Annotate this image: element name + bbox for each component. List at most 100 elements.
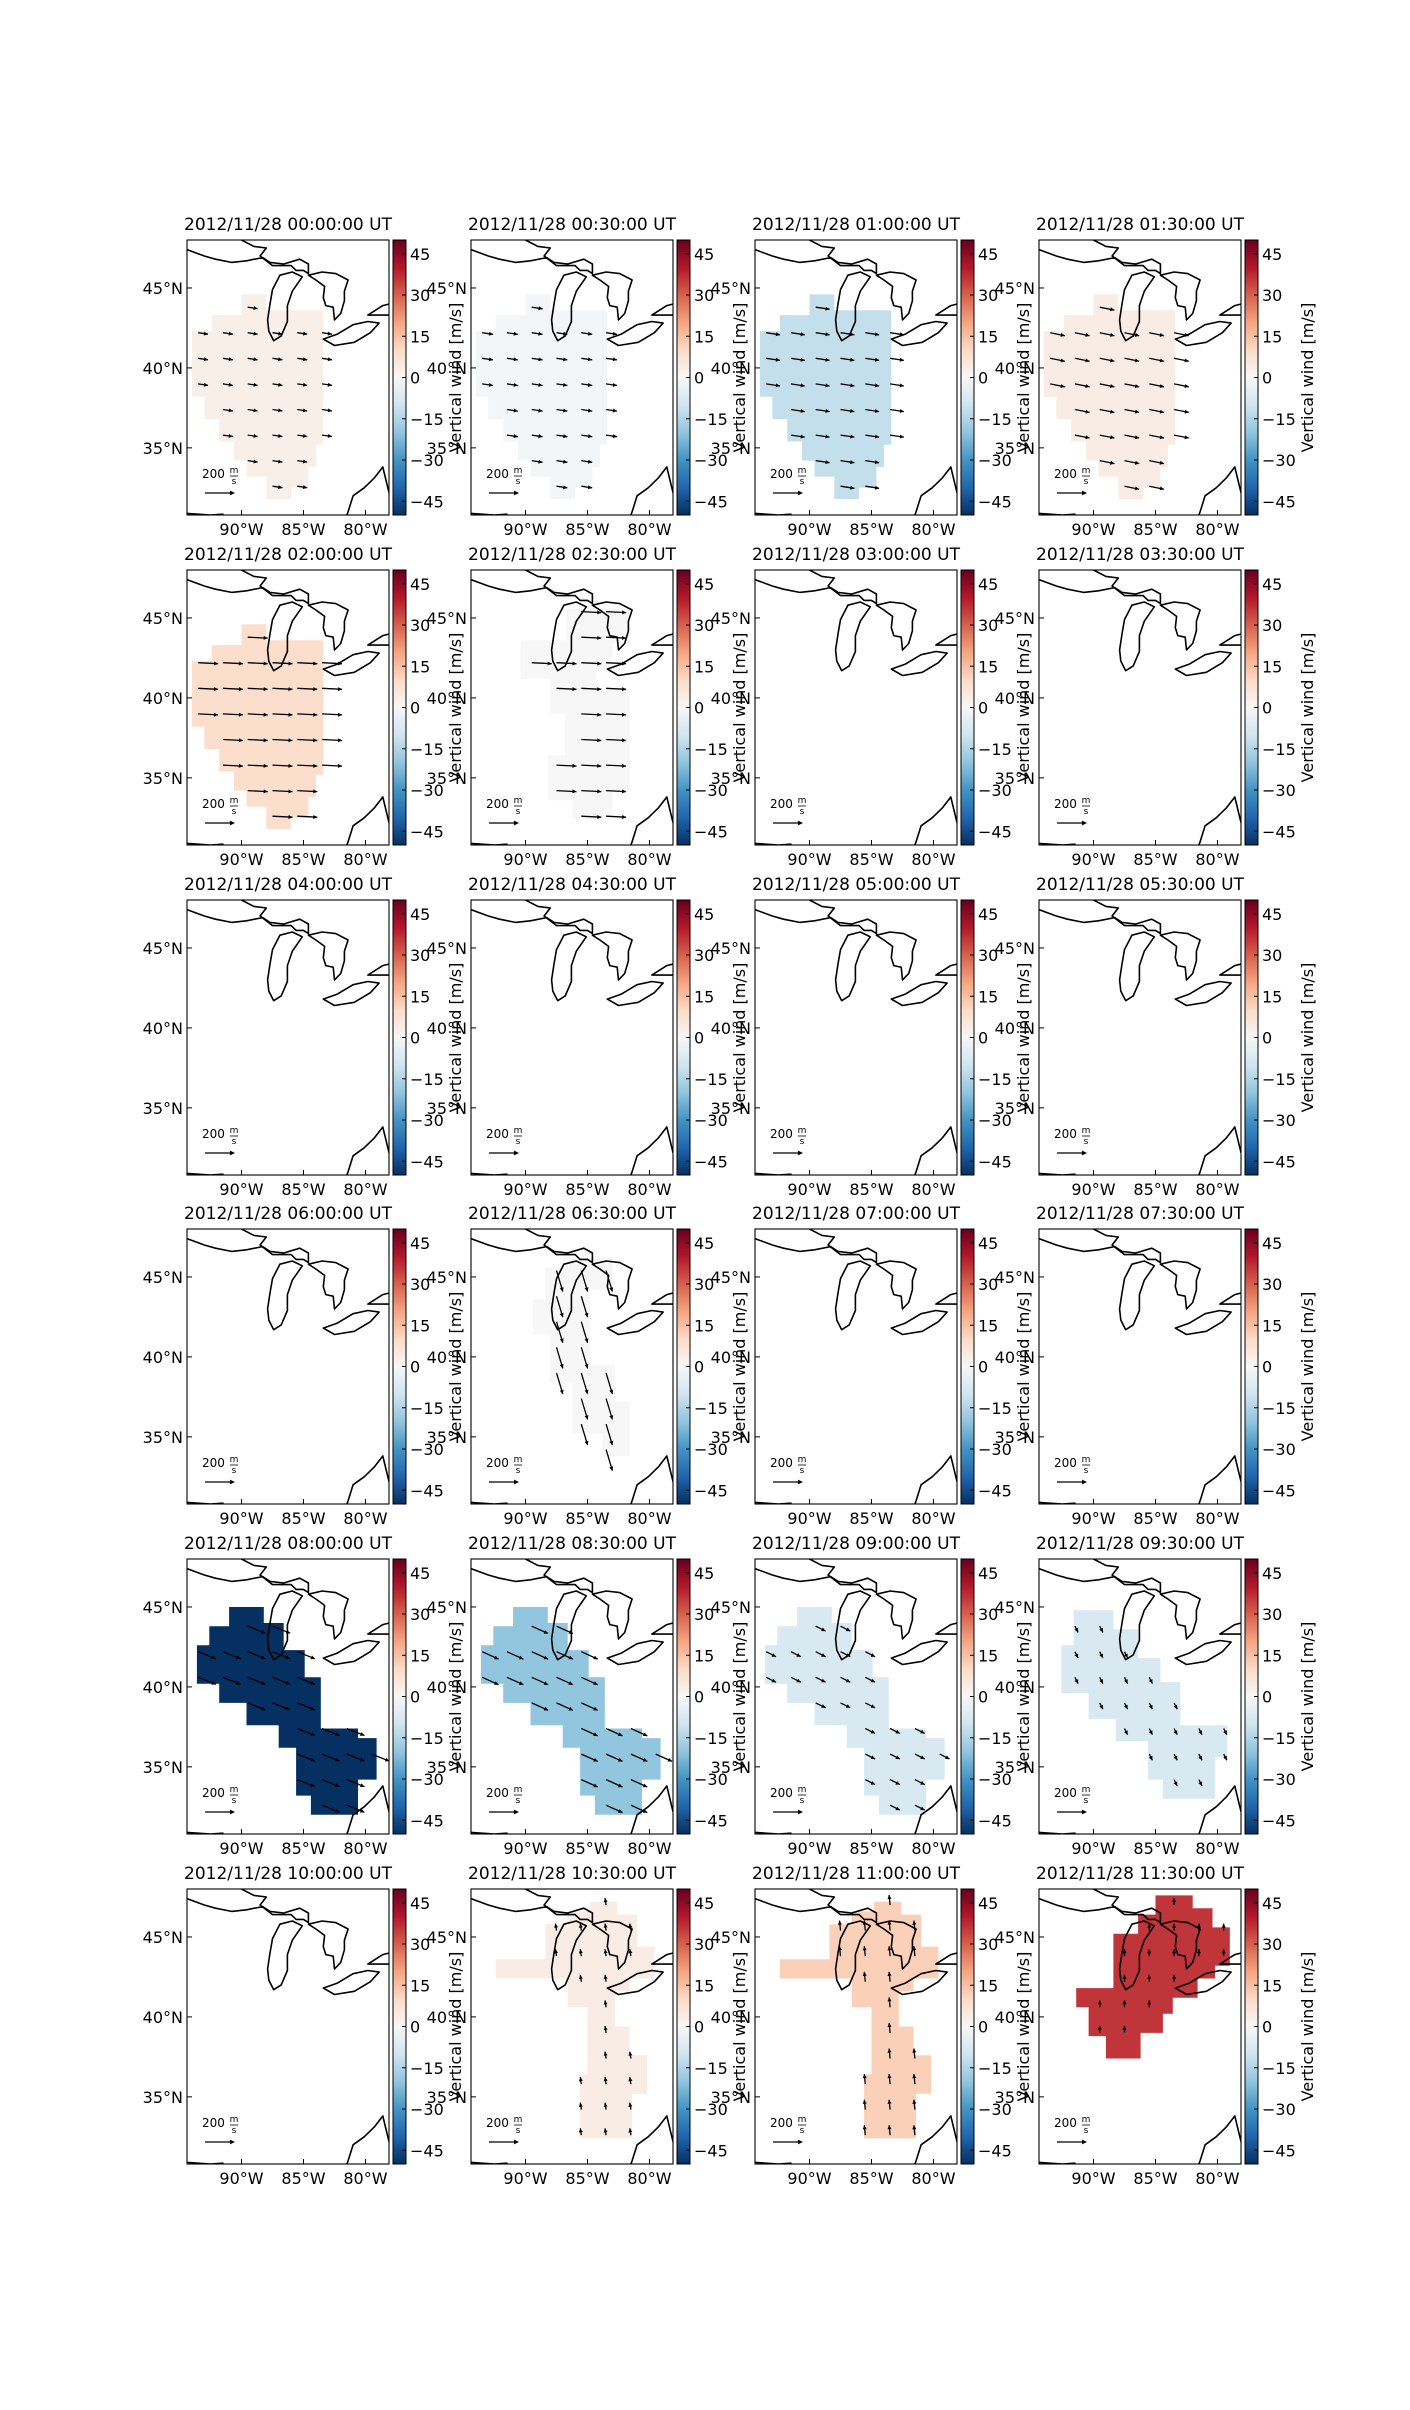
colorbar-tick-label: 45 (1262, 905, 1282, 924)
colorbar-tick-label: 30 (410, 616, 430, 635)
wind-vector-head (253, 459, 258, 464)
wind-vector-head (288, 815, 293, 819)
colorbar-tick-label: 45 (410, 575, 430, 594)
colorbar-tick-label: 30 (410, 1605, 430, 1624)
wind-region (192, 294, 324, 499)
lake-outline (935, 963, 957, 976)
wind-vector-head (1060, 358, 1065, 363)
lake-outline (606, 320, 664, 347)
wind-region (760, 294, 892, 499)
map-frame (1038, 899, 1242, 1176)
lat-label: 40°N (995, 689, 1035, 708)
wind-vector-head (800, 434, 805, 439)
wind-vector-head (313, 738, 318, 743)
wind-vector-head (327, 357, 332, 362)
lat-label: 45°N (995, 1598, 1035, 1617)
lake-outline (591, 1590, 633, 1640)
reference-vector-head (514, 1150, 519, 1156)
reference-vector-label: 200 (202, 797, 225, 811)
lake-outline (550, 601, 588, 672)
map-area (755, 570, 957, 845)
lat-label: 40°N (711, 2008, 751, 2027)
coastline (630, 796, 673, 845)
wind-vector-head (260, 1629, 266, 1634)
lon-label: 80°W (343, 850, 387, 869)
reference-vector-unit: s (516, 2126, 521, 2136)
lon-label: 90°W (219, 520, 263, 539)
panel-title: 2012/11/28 00:30:00 UT (468, 215, 677, 235)
coastline (1198, 1126, 1241, 1175)
reference-vector-unit: m (1082, 466, 1091, 476)
reference-vector-unit: s (1084, 807, 1089, 817)
wind-vector-head (1159, 358, 1164, 363)
wind-vector-head (1134, 460, 1140, 465)
map-panel: 2012/11/28 11:30:00 UT 200 ms 45°N 40°N 35°N 9… (995, 1864, 1317, 2188)
wind-vector-head (538, 408, 543, 413)
lat-label: 35°N (427, 1428, 467, 1447)
reference-vector-label: 200 (770, 1456, 793, 1470)
lon-label: 80°W (343, 520, 387, 539)
lake-outline (875, 1590, 917, 1640)
colorbar-tick-label: −30 (410, 1440, 444, 1459)
map-panel: 2012/11/28 06:00:00 UT 200 ms 45°N 40°N 35°N 9… (143, 1204, 465, 1528)
wind-vector-head (825, 460, 830, 465)
colorbar-tick-label: 30 (978, 946, 998, 965)
wind-vector-head (278, 331, 283, 336)
wind-vector-head (887, 1971, 892, 1976)
map-frame (186, 239, 390, 516)
reference-vector-unit: s (516, 1466, 521, 1476)
lake-outline (875, 1260, 917, 1310)
wind-vector-head (563, 459, 568, 464)
wind-vector-head (494, 1655, 499, 1660)
colorbar-tick-label: 15 (1262, 1646, 1282, 1665)
colorbar-tick-label: 45 (1262, 1234, 1282, 1253)
wind-vector-head (1099, 1704, 1103, 1710)
wind-vector-head (263, 789, 268, 794)
colorbar-label: Vertical wind [m/s] (1014, 303, 1033, 453)
map-frame (754, 1558, 958, 1835)
wind-vector-head (1074, 1627, 1079, 1633)
wind-vector-head (203, 382, 208, 387)
wind-vector-head (1148, 1730, 1153, 1735)
wind-vector-head (302, 459, 308, 464)
reference-vector-head (230, 1479, 235, 1485)
wind-vector-head (1110, 435, 1115, 440)
map-frame (754, 569, 958, 846)
map-area (1039, 570, 1241, 845)
coastline (755, 570, 878, 605)
reference-vector-label: 200 (202, 1786, 225, 1800)
panel-title: 2012/11/28 04:30:00 UT (468, 875, 677, 895)
colorbar-tick-label: 0 (1262, 1688, 1272, 1707)
colorbar-tick-label: −45 (694, 822, 728, 841)
map-panel: 2012/11/28 09:30:00 UT 200 ms 45°N 40°N 35°N 9… (995, 1534, 1317, 1858)
lon-label: 90°W (1071, 1839, 1115, 1858)
panel-title: 2012/11/28 08:00:00 UT (184, 1534, 393, 1554)
lat-label: 45°N (995, 1928, 1035, 1947)
wind-vector-head (278, 408, 283, 413)
colorbar-tick-label: −30 (694, 451, 728, 470)
colorbar-tick-label: 45 (694, 1894, 714, 1913)
wind-vector-head (912, 1946, 917, 1951)
wind-vector-head (618, 1732, 623, 1736)
wind-region (520, 608, 630, 820)
lat-label: 35°N (427, 769, 467, 788)
lake-outline (890, 1969, 948, 1996)
wind-vector-head (584, 1440, 589, 1446)
lat-label: 35°N (995, 439, 1035, 458)
lake-outline (1219, 303, 1241, 316)
coastline (471, 1559, 594, 1594)
wind-vector-head (612, 408, 617, 413)
reference-vector-unit: m (798, 796, 807, 806)
wind-vector-head (895, 1806, 900, 1811)
wind-vector-head (263, 763, 268, 768)
reference-vector-head (230, 1150, 235, 1156)
wind-vector-head (253, 306, 258, 310)
lon-label: 80°W (627, 1839, 671, 1858)
colorbar-label: Vertical wind [m/s] (446, 1292, 465, 1442)
panel-title: 2012/11/28 07:30:00 UT (1036, 1204, 1245, 1224)
wind-vector-head (278, 485, 283, 490)
lake-outline (651, 1292, 673, 1305)
wind-vector-head (568, 1630, 573, 1634)
lake-outline (266, 601, 304, 672)
wind-vector-head (335, 1757, 340, 1762)
